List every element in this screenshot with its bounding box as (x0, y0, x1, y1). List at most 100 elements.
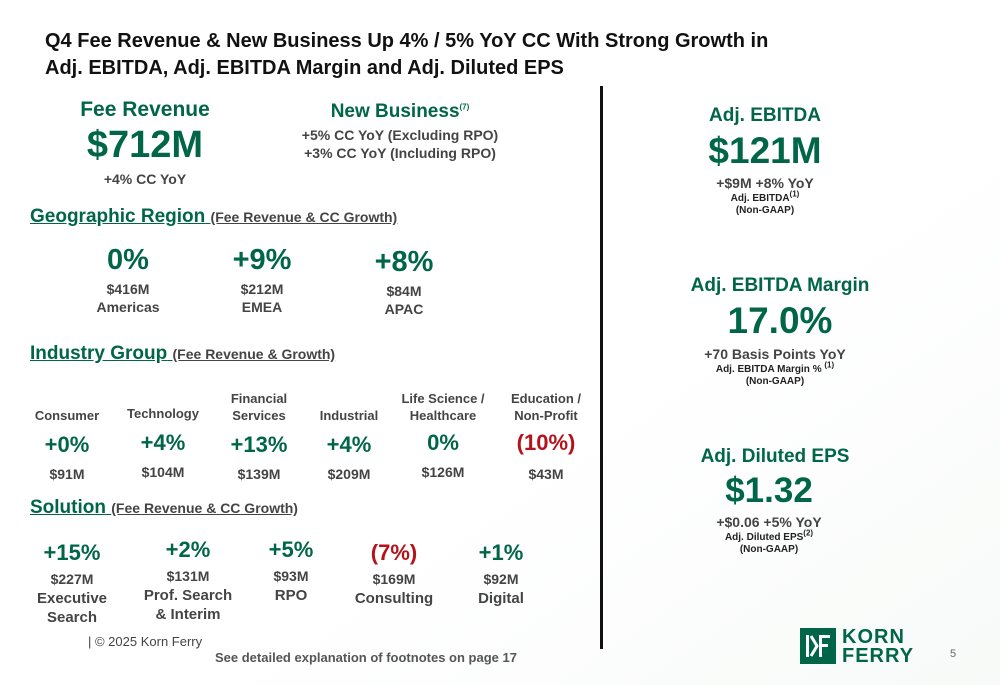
solution-amount: $131M (166, 568, 210, 584)
copyright: | © 2025 Korn Ferry (88, 634, 203, 649)
eps-note-text: Adj. Diluted EPS (724, 532, 804, 543)
industry-name: Education / Non-Profit (496, 383, 596, 423)
logo-wordmark: KORN FERRY (842, 626, 915, 667)
page-number: 5 (950, 648, 957, 660)
title-line-1: Q4 Fee Revenue & New Business Up 4% / 5%… (45, 30, 769, 52)
industry-amount: $139M (237, 466, 281, 482)
solution-name-line-1: Prof. Search (143, 587, 233, 604)
solution-name-line-1: RPO (274, 587, 308, 604)
industry-name-line-1: Education / (510, 391, 582, 406)
solution-item: +2% $131M Prof. Search & Interim (128, 537, 248, 623)
logo-mark-icon (806, 635, 830, 657)
eps-change: +$0.06 +5% YoY (716, 514, 822, 530)
vertical-divider (600, 86, 603, 649)
industry-name-line-1: Life Science / (401, 391, 485, 406)
eps-note-footnote: (2) (803, 528, 814, 538)
solution-heading-sub: (Fee Revenue & CC Growth) (111, 500, 298, 516)
industry-heading: Industry Group (Fee Revenue & Growth) (30, 343, 335, 365)
industry-name-line-2: Services (232, 408, 286, 423)
slide-title: Q4 Fee Revenue & New Business Up 4% / 5%… (45, 28, 945, 82)
ebitda-note: Adj. EBITDA(1) (640, 189, 890, 204)
industry-pct: +0% (44, 432, 90, 457)
industry-name: Technology (113, 383, 213, 423)
industry-amount: $91M (49, 466, 85, 482)
geo-heading-text: Geographic Region (30, 206, 206, 227)
new-business-footnote: (7) (459, 102, 470, 112)
fee-revenue-change: +4% CC YoY (103, 171, 187, 187)
solution-amount: $227M (50, 571, 94, 587)
solution-heading: Solution (Fee Revenue & CC Growth) (30, 497, 298, 519)
industry-name-line-1: Financial (230, 391, 288, 406)
margin-note: Adj. EBITDA Margin % (1) (630, 360, 920, 375)
solution-pct: +2% (165, 537, 211, 562)
ebitda-label: Adj. EBITDA (709, 105, 821, 126)
ebitda-note-footnote: (1) (789, 189, 800, 199)
fee-revenue-value: $712M (86, 124, 204, 166)
margin-note-text: Adj. EBITDA Margin % (715, 364, 822, 375)
industry-name: Financial Services (214, 383, 304, 423)
industry-heading-text: Industry Group (30, 343, 168, 364)
margin-non-gaap: (Non-GAAP) (745, 376, 805, 387)
solution-name-line-2: & Interim (155, 606, 221, 623)
ebitda-non-gaap: (Non-GAAP) (735, 205, 795, 216)
solution-name-line-1: Digital (478, 590, 524, 607)
eps-value: $1.32 (725, 471, 813, 510)
industry-pct: +4% (326, 432, 372, 457)
margin-change: +70 Basis Points YoY (704, 346, 846, 362)
ebitda-note-text: Adj. EBITDA (730, 193, 790, 204)
ebitda-value: $121M (708, 130, 822, 171)
industry-pct: +4% (140, 430, 186, 455)
fee-revenue-block: Fee Revenue $712M +4% CC YoY (60, 98, 230, 187)
footnote-reference: See detailed explanation of footnotes on… (215, 650, 517, 665)
solution-pct: +15% (43, 540, 101, 565)
solution-item: +1% $92M Digital (456, 540, 546, 607)
margin-label: Adj. EBITDA Margin (690, 275, 870, 296)
industry-name-line-2: Healthcare (409, 408, 477, 423)
new-business-line-2: +3% CC YoY (Including RPO) (304, 145, 496, 161)
logo-line-1: KORN (842, 626, 905, 648)
industry-name: Life Science / Healthcare (388, 383, 498, 423)
eps-label: Adj. Diluted EPS (700, 446, 850, 467)
industry-name: Consumer (22, 383, 112, 423)
geo-heading-sub: (Fee Revenue & CC Growth) (210, 209, 398, 225)
new-business-label: New Business(7) (265, 101, 535, 123)
new-business-block: New Business(7) +5% CC YoY (Excluding RP… (265, 101, 535, 161)
solution-amount: $93M (273, 568, 309, 584)
margin-note-footnote: (1) (824, 360, 835, 370)
solution-name-line-1: Consulting (354, 590, 434, 607)
eps-note: Adj. Diluted EPS(2) (628, 528, 910, 543)
solution-pct: +1% (478, 540, 524, 565)
new-business-line-1: +5% CC YoY (Excluding RPO) (301, 127, 499, 143)
geo-pct: +8% (374, 246, 434, 278)
industry-name-line-1: Consumer (34, 408, 100, 423)
industry-heading-sub: (Fee Revenue & Growth) (172, 346, 336, 362)
solution-amount: $169M (372, 571, 416, 587)
eps-block: Adj. Diluted EPS $1.32 +$0.06 +5% YoY Ad… (640, 446, 910, 555)
margin-value: 17.0% (727, 300, 833, 341)
geo-amount: $416M (106, 281, 150, 297)
industry-amount: $43M (528, 466, 564, 482)
industry-amount: $209M (327, 466, 371, 482)
geo-name: Americas (96, 299, 160, 315)
industry-pct: 0% (427, 430, 459, 455)
korn-ferry-logo-icon (800, 628, 836, 664)
geo-pct: 0% (107, 244, 149, 276)
industry-amount: $104M (141, 464, 185, 480)
geo-amount: $84M (386, 283, 422, 299)
new-business-label-text: New Business (330, 101, 460, 122)
industry-name-line-2: Non-Profit (514, 408, 578, 423)
solution-pct: (7%) (370, 540, 418, 565)
solution-pct: +5% (268, 537, 314, 562)
ebitda-block: Adj. EBITDA $121M +$9M +8% YoY Adj. EBIT… (640, 105, 890, 216)
industry-name: Industrial (304, 383, 394, 423)
geo-heading: Geographic Region (Fee Revenue & CC Grow… (30, 206, 397, 228)
solution-heading-text: Solution (30, 497, 106, 518)
geo-item: 0% $416M Americas (78, 244, 178, 315)
solution-item: +15% $227M Executive Search (22, 540, 122, 626)
solution-item: +5% $93M RPO (246, 537, 336, 604)
industry-name-line-1: Industrial (319, 408, 379, 423)
logo-line-2: FERRY (842, 645, 915, 667)
geo-name: APAC (384, 301, 424, 317)
geo-amount: $212M (240, 281, 284, 297)
